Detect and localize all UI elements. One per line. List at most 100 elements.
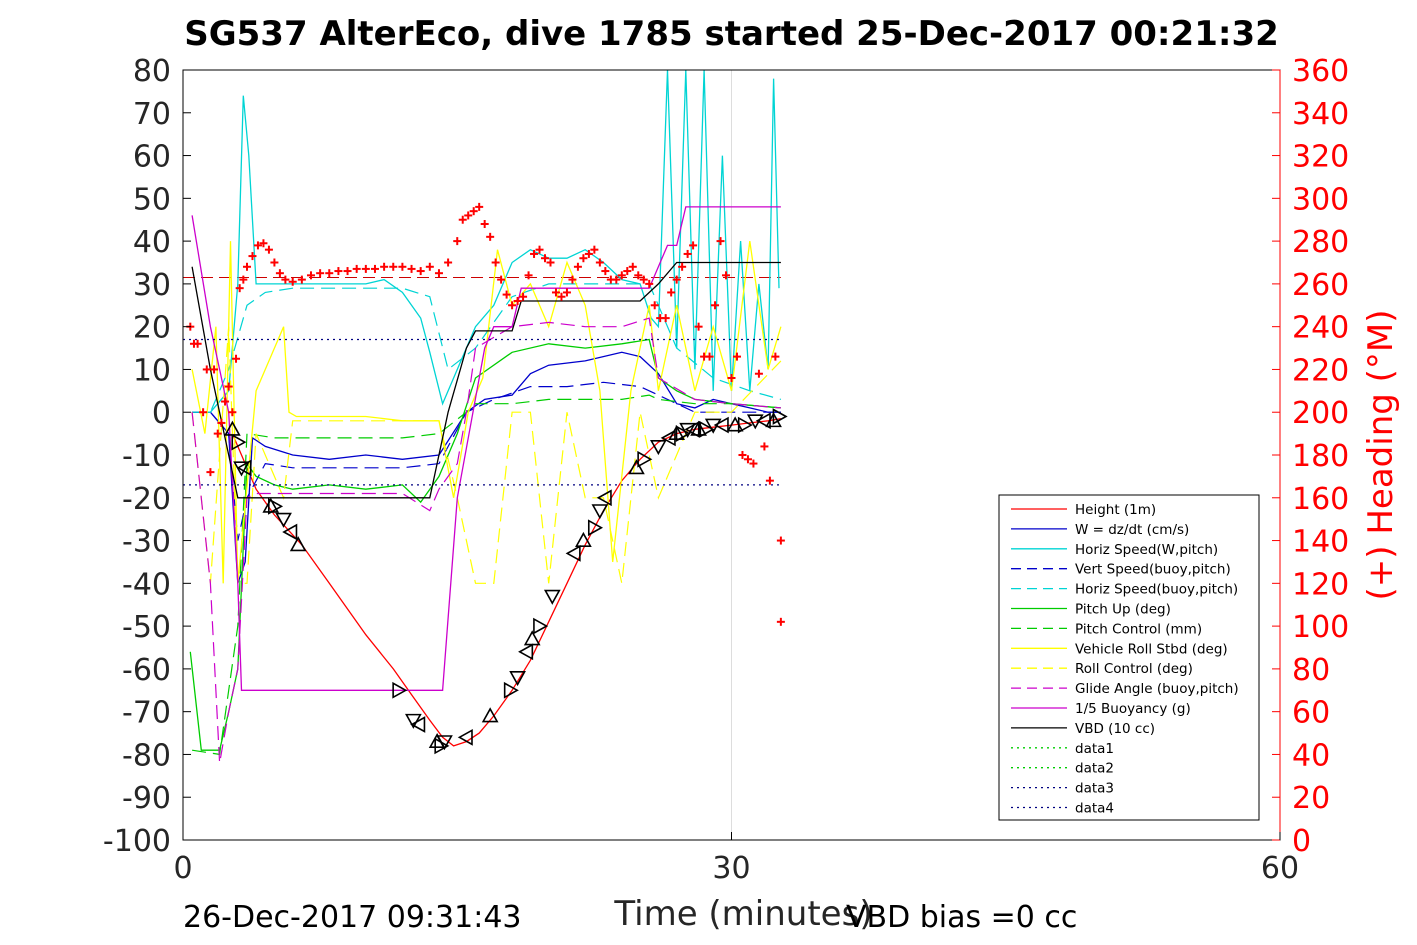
legend-label-7: Vehicle Roll Stbd (deg) [1075, 641, 1228, 657]
heading-point [199, 408, 208, 417]
heading-point [601, 267, 610, 276]
depth-marker [436, 735, 453, 751]
y-right-tick-label: 100 [1292, 610, 1349, 645]
heading-point [239, 275, 248, 284]
x-tick-label: 0 [173, 851, 192, 886]
heading-point [689, 241, 698, 250]
depth-marker [268, 497, 284, 515]
depth-marker [533, 617, 549, 635]
legend-label-15: data4 [1075, 801, 1114, 817]
y-right-tick-label: 220 [1292, 353, 1349, 388]
y-right-tick-label: 20 [1292, 781, 1330, 816]
heading-point [530, 249, 539, 258]
y-right-tick-label: 140 [1292, 525, 1349, 560]
heading-point [416, 267, 425, 276]
heading-point [672, 275, 681, 284]
depth-marker [737, 416, 753, 434]
y-left-tick-label: 80 [133, 54, 171, 89]
legend-label-5: Pitch Up (deg) [1075, 602, 1171, 618]
heading-point [398, 262, 407, 271]
heading-point [370, 264, 379, 273]
heading-point [434, 269, 443, 278]
depth-marker [457, 728, 473, 746]
heading-point [535, 245, 544, 254]
y-left-tick-label: 30 [133, 268, 171, 303]
heading-point [334, 267, 343, 276]
legend: Height (1m) W = dz/dt (cm/s) Horiz Speed(W… [998, 494, 1260, 821]
legend-label-8: Roll Control (deg) [1075, 661, 1193, 677]
heading-point [264, 245, 273, 254]
heading-point [694, 322, 703, 331]
depth-marker [523, 630, 541, 646]
y-left-tick-label: 60 [133, 140, 171, 175]
y-left-tick-label: -20 [122, 482, 171, 517]
series-line-8 [191, 326, 782, 584]
depth-marker [660, 429, 676, 447]
heading-point [743, 455, 752, 464]
y-right-tick-label: 60 [1292, 696, 1330, 731]
depth-marker [282, 523, 298, 541]
heading-point [661, 314, 670, 323]
series-line-11 [191, 261, 781, 499]
heading-point [760, 442, 769, 451]
depth-marker [587, 519, 604, 537]
heading-point [776, 617, 785, 626]
depth-marker [543, 589, 561, 605]
legend-label-9: Glide Angle (buoy,pitch) [1075, 681, 1239, 697]
y-right-tick-label: 120 [1292, 567, 1349, 602]
heading-point [306, 271, 315, 280]
heading-point [491, 258, 500, 267]
heading-point [716, 237, 725, 246]
heading-point [508, 301, 517, 310]
heading-point [425, 262, 434, 271]
heading-point [568, 275, 577, 284]
heading-point [513, 297, 522, 305]
heading-point [727, 374, 736, 382]
y-left-tick-label: 20 [133, 311, 171, 346]
heading-point [210, 365, 219, 374]
y-left-tick-label: -50 [122, 610, 171, 645]
depth-marker [231, 433, 247, 451]
legend-label-2: Horiz Speed(W,pitch) [1075, 542, 1218, 558]
depth-marker [637, 450, 653, 468]
series-line-9 [191, 317, 781, 764]
heading-point [705, 352, 714, 361]
y-right-tick-label: 280 [1292, 225, 1349, 260]
y-right-tick-label: 260 [1292, 268, 1349, 303]
heading-point [579, 254, 588, 263]
heading-point [754, 369, 763, 378]
heading-point [361, 264, 370, 273]
series-line-7 [191, 241, 782, 584]
depth-marker [275, 512, 292, 528]
footer-vbd-bias: VBD bias =0 cc [846, 900, 1078, 935]
depth-marker [679, 422, 696, 438]
heading-point [464, 211, 473, 220]
legend-label-6: Pitch Control (mm) [1075, 621, 1202, 637]
y-right-tick-label: 200 [1292, 396, 1349, 431]
legend-label-14: data3 [1075, 781, 1114, 797]
heading-point [444, 258, 453, 267]
heading-point [232, 354, 241, 363]
heading-point [193, 339, 202, 348]
y-right-tick-label: 80 [1292, 653, 1330, 688]
heading-point [281, 275, 290, 284]
heading-point [486, 232, 495, 241]
heading-point [650, 301, 659, 310]
heading-point [325, 269, 334, 278]
legend-label-13: data2 [1075, 761, 1114, 777]
heading-point [480, 220, 489, 228]
heading-point [453, 237, 462, 246]
y-left-tick-label: -60 [122, 653, 171, 688]
depth-marker [518, 643, 534, 661]
heading-point [639, 275, 648, 284]
y-left-tick-label: -100 [103, 824, 171, 859]
heading-point [458, 215, 467, 224]
heading-point [771, 352, 780, 361]
heading-point [617, 271, 626, 280]
heading-point [407, 264, 416, 273]
y-left-tick-label: 0 [152, 396, 171, 431]
heading-point [678, 262, 687, 271]
heading-point [623, 267, 632, 276]
y-left-tick-label: -70 [122, 696, 171, 731]
depth-marker [503, 681, 519, 699]
